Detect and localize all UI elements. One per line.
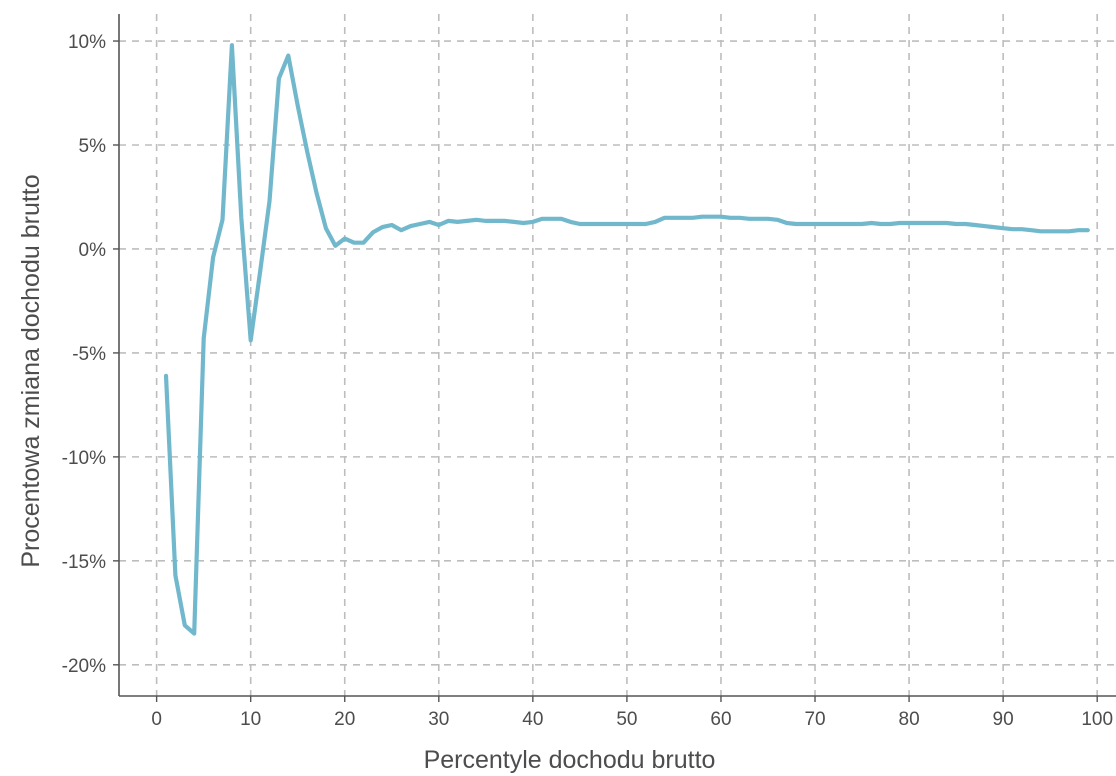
x-tick-label: 40 [522, 709, 543, 730]
x-tick-label: 20 [334, 709, 355, 730]
y-tick-label: -10% [62, 448, 106, 469]
y-tick-label: 0% [79, 240, 107, 261]
x-axis-ticks: 0 10 20 30 40 50 60 70 80 90 100 [151, 696, 1113, 730]
y-axis-title: Procentowa zmiana dochodu brutto [17, 174, 45, 567]
series-layer [163, 43, 1090, 636]
y-tick-label: -5% [72, 344, 106, 365]
y-axis-ticks: 10% 5% 0% -5% -10% -15% -20% [62, 32, 119, 677]
x-tick-label: 60 [710, 709, 731, 730]
x-tick-label: 0 [151, 709, 162, 730]
x-tick-label: 80 [899, 709, 920, 730]
y-tick-label: 10% [68, 32, 106, 53]
y-gridlines [119, 40, 1116, 666]
x-tick-label: 90 [993, 709, 1014, 730]
series-line [163, 43, 1090, 636]
x-tick-label: 50 [616, 709, 637, 730]
y-tick-label: -15% [62, 552, 106, 573]
x-tick-label: 30 [428, 709, 449, 730]
x-tick-label: 70 [804, 709, 825, 730]
y-tick-label: -20% [62, 656, 106, 677]
x-tick-label: 100 [1081, 709, 1113, 730]
x-axis-title: Percentyle dochodu brutto [424, 746, 716, 774]
y-tick-label: 5% [79, 136, 107, 157]
x-tick-label: 10 [240, 709, 261, 730]
x-gridlines [155, 14, 1098, 696]
